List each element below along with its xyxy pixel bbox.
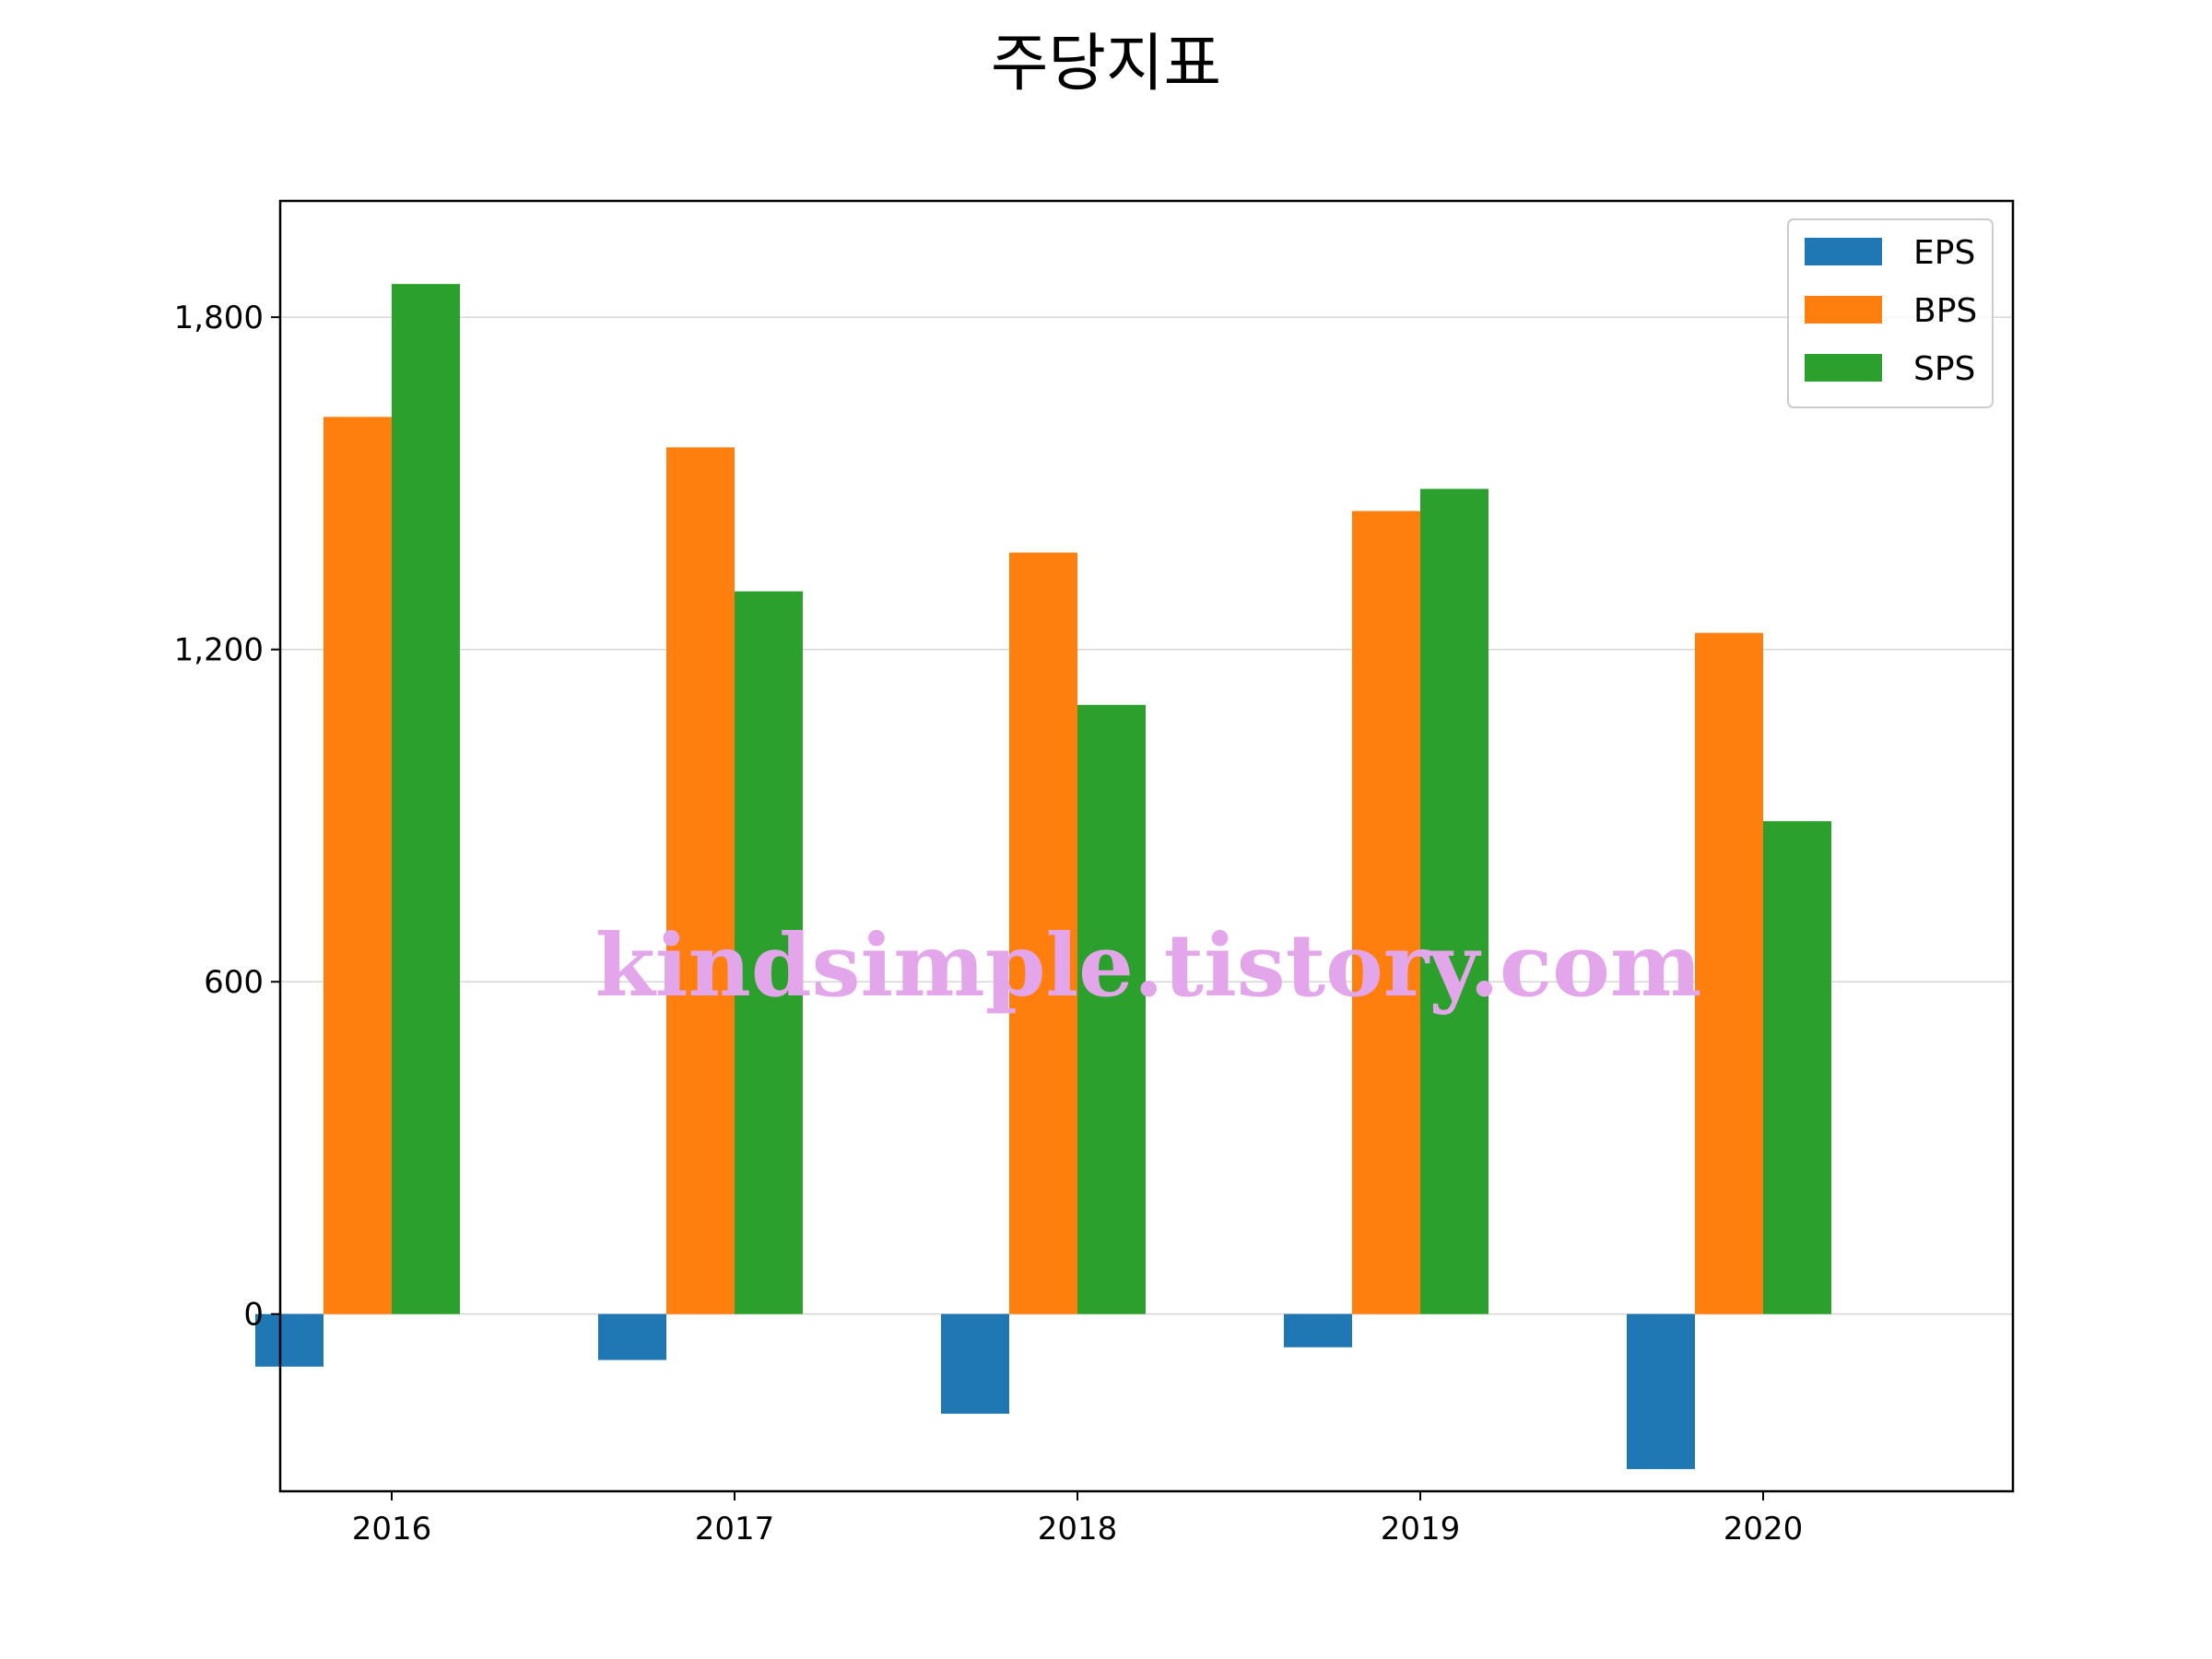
x-tick-label: 2018: [1038, 1511, 1118, 1547]
legend-items: EPS BPS SPS: [1805, 234, 1977, 388]
bar-bps-2016: [324, 417, 392, 1314]
y-tick-label: 600: [204, 964, 264, 1001]
legend-swatch-sps: [1805, 354, 1882, 382]
x-tick-label: 2017: [695, 1511, 775, 1547]
bar-eps-2016: [255, 1313, 324, 1367]
bar-sps-2018: [1077, 704, 1146, 1314]
bar-bps-2020: [1695, 632, 1763, 1314]
bar-sps-2017: [735, 591, 803, 1314]
bar-eps-2020: [1627, 1313, 1695, 1469]
y-tick-label: 1,800: [174, 300, 264, 336]
y-axis: 0 600 1,200 1,800: [174, 300, 280, 1334]
legend-label-eps: EPS: [1913, 234, 1975, 272]
bar-bps-2019: [1352, 511, 1420, 1314]
bar-bps-2018: [1009, 552, 1077, 1314]
x-axis: 2016 2017 2018 2019 2020: [352, 1491, 1804, 1547]
legend-label-bps: BPS: [1913, 292, 1977, 330]
bars: [255, 284, 1831, 1469]
legend-label-sps: SPS: [1913, 350, 1975, 388]
plot-area: 0 600 1,200 1,800 2016 2017 2018 2019 2020: [174, 199, 2015, 1547]
y-tick-label: 0: [243, 1297, 264, 1334]
legend-swatch-bps: [1805, 296, 1882, 324]
legend-swatch-eps: [1805, 238, 1882, 265]
x-tick-label: 2020: [1724, 1511, 1804, 1547]
bar-bps-2017: [666, 447, 735, 1314]
legend: EPS BPS SPS: [1787, 218, 1994, 408]
x-tick-label: 2019: [1381, 1511, 1461, 1547]
watermark-text: kindsimple.tistory.com: [595, 915, 1702, 1017]
bar-sps-2016: [392, 284, 460, 1314]
bar-sps-2020: [1763, 820, 1831, 1314]
bar-eps-2017: [598, 1313, 666, 1360]
y-tick-label: 1,200: [174, 632, 264, 669]
bar-eps-2018: [941, 1313, 1009, 1414]
bar-eps-2019: [1284, 1313, 1352, 1347]
bar-sps-2019: [1420, 488, 1488, 1314]
plot-frame: [278, 199, 2015, 1493]
chart-title: 주당지표: [991, 28, 1221, 100]
x-tick-label: 2016: [352, 1511, 432, 1547]
